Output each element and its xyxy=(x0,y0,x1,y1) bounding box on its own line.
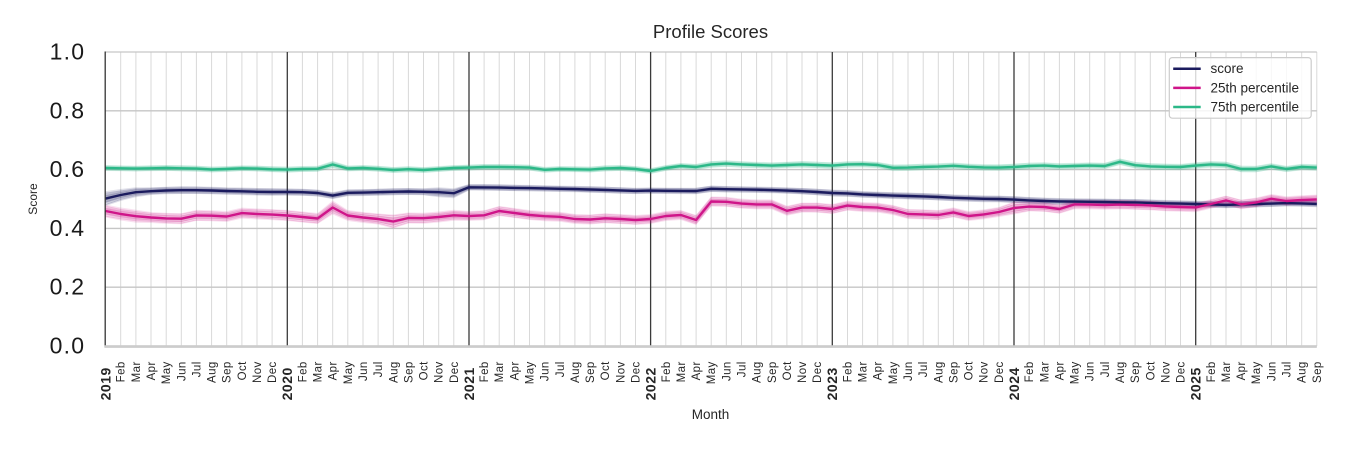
svg-text:May: May xyxy=(1070,361,1082,384)
svg-text:Nov: Nov xyxy=(1160,361,1172,383)
svg-text:Jul: Jul xyxy=(918,361,930,377)
svg-text:Apr: Apr xyxy=(328,361,340,380)
svg-text:Month: Month xyxy=(692,407,730,422)
svg-text:May: May xyxy=(1251,361,1263,384)
svg-text:Jul: Jul xyxy=(191,361,203,377)
svg-text:May: May xyxy=(161,361,173,384)
svg-text:Sep: Sep xyxy=(1130,361,1142,383)
svg-text:25th percentile: 25th percentile xyxy=(1211,80,1300,95)
svg-text:Oct: Oct xyxy=(237,361,249,380)
svg-text:Dec: Dec xyxy=(267,361,279,383)
svg-text:Jun: Jun xyxy=(540,361,552,381)
svg-text:Aug: Aug xyxy=(388,361,400,383)
svg-text:May: May xyxy=(343,361,355,384)
svg-text:Oct: Oct xyxy=(600,361,612,380)
svg-text:0.8: 0.8 xyxy=(50,97,86,123)
svg-text:May: May xyxy=(888,361,900,384)
svg-text:Jun: Jun xyxy=(1085,361,1097,381)
svg-text:Profile Scores: Profile Scores xyxy=(653,21,768,42)
svg-text:75th percentile: 75th percentile xyxy=(1211,99,1300,114)
svg-text:1.0: 1.0 xyxy=(50,39,86,65)
svg-text:Feb: Feb xyxy=(1024,361,1036,382)
svg-text:Nov: Nov xyxy=(797,361,809,383)
svg-text:Sep: Sep xyxy=(948,361,960,383)
svg-text:Sep: Sep xyxy=(222,361,234,383)
svg-text:Feb: Feb xyxy=(479,361,491,382)
svg-text:0.2: 0.2 xyxy=(50,274,86,300)
svg-text:Sep: Sep xyxy=(585,361,597,383)
svg-text:0.4: 0.4 xyxy=(50,215,86,241)
svg-text:Mar: Mar xyxy=(1221,361,1233,382)
svg-text:2025: 2025 xyxy=(1188,367,1204,400)
svg-text:May: May xyxy=(525,361,537,384)
svg-text:Nov: Nov xyxy=(615,361,627,383)
svg-text:Aug: Aug xyxy=(1115,361,1127,383)
svg-text:Feb: Feb xyxy=(297,361,309,382)
svg-text:Jul: Jul xyxy=(555,361,567,377)
svg-text:Apr: Apr xyxy=(691,361,703,380)
svg-text:Score: Score xyxy=(26,183,40,215)
svg-text:Aug: Aug xyxy=(207,361,219,383)
svg-text:Apr: Apr xyxy=(146,361,158,380)
svg-text:2021: 2021 xyxy=(461,367,477,400)
svg-text:0.0: 0.0 xyxy=(50,333,86,359)
svg-text:Mar: Mar xyxy=(676,361,688,382)
svg-text:Jun: Jun xyxy=(721,361,733,381)
svg-text:Mar: Mar xyxy=(313,361,325,382)
svg-text:2020: 2020 xyxy=(279,367,295,400)
svg-text:Aug: Aug xyxy=(1297,361,1309,383)
svg-text:Aug: Aug xyxy=(570,361,582,383)
svg-text:May: May xyxy=(706,361,718,384)
svg-text:Jun: Jun xyxy=(903,361,915,381)
svg-text:Jul: Jul xyxy=(737,361,749,377)
svg-text:Nov: Nov xyxy=(979,361,991,383)
svg-text:Oct: Oct xyxy=(782,361,794,380)
svg-text:Dec: Dec xyxy=(449,361,461,383)
svg-text:Jun: Jun xyxy=(176,361,188,381)
svg-text:Apr: Apr xyxy=(873,361,885,380)
svg-text:Mar: Mar xyxy=(131,361,143,382)
svg-text:Apr: Apr xyxy=(1236,361,1248,380)
svg-text:Dec: Dec xyxy=(1176,361,1188,383)
svg-text:Jul: Jul xyxy=(1282,361,1294,377)
svg-text:score: score xyxy=(1211,61,1244,76)
svg-text:Jun: Jun xyxy=(1266,361,1278,381)
svg-text:Mar: Mar xyxy=(1039,361,1051,382)
svg-text:Mar: Mar xyxy=(494,361,506,382)
svg-text:2019: 2019 xyxy=(97,367,113,400)
svg-text:Oct: Oct xyxy=(419,361,431,380)
svg-text:Nov: Nov xyxy=(434,361,446,383)
svg-text:2022: 2022 xyxy=(642,367,658,400)
svg-text:Dec: Dec xyxy=(994,361,1006,383)
svg-text:Feb: Feb xyxy=(661,361,673,382)
svg-text:0.6: 0.6 xyxy=(50,156,86,182)
svg-text:Oct: Oct xyxy=(964,361,976,380)
svg-text:Dec: Dec xyxy=(631,361,643,383)
svg-text:Jul: Jul xyxy=(373,361,385,377)
svg-text:Feb: Feb xyxy=(116,361,128,382)
svg-text:Sep: Sep xyxy=(1312,361,1324,383)
svg-text:Jul: Jul xyxy=(1100,361,1112,377)
svg-text:Apr: Apr xyxy=(509,361,521,380)
svg-text:Oct: Oct xyxy=(1145,361,1157,380)
svg-text:Sep: Sep xyxy=(403,361,415,383)
svg-text:Mar: Mar xyxy=(858,361,870,382)
svg-text:Jun: Jun xyxy=(358,361,370,381)
svg-text:Dec: Dec xyxy=(812,361,824,383)
svg-text:Feb: Feb xyxy=(1206,361,1218,382)
svg-text:2024: 2024 xyxy=(1006,367,1022,400)
svg-text:Aug: Aug xyxy=(933,361,945,383)
svg-text:Nov: Nov xyxy=(252,361,264,383)
svg-text:Feb: Feb xyxy=(843,361,855,382)
svg-text:Aug: Aug xyxy=(752,361,764,383)
svg-text:Sep: Sep xyxy=(767,361,779,383)
svg-text:2023: 2023 xyxy=(824,367,840,400)
svg-text:Apr: Apr xyxy=(1054,361,1066,380)
